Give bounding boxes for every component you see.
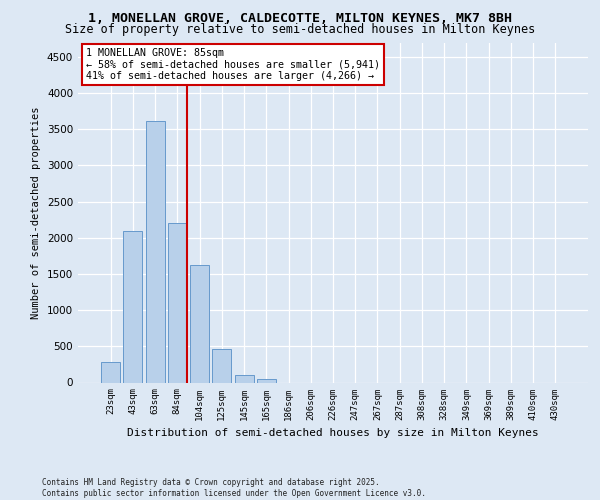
Bar: [235, 375, 254, 382]
Bar: [168, 224, 187, 382]
Bar: [212, 349, 231, 382]
Text: 1 MONELLAN GROVE: 85sqm
← 58% of semi-detached houses are smaller (5,941)
41% of: 1 MONELLAN GROVE: 85sqm ← 58% of semi-de…: [86, 48, 380, 81]
Text: Size of property relative to semi-detached houses in Milton Keynes: Size of property relative to semi-detach…: [65, 24, 535, 36]
Bar: [190, 264, 209, 382]
Bar: [101, 362, 120, 382]
Bar: [124, 230, 142, 382]
Bar: [146, 120, 164, 382]
Y-axis label: Number of semi-detached properties: Number of semi-detached properties: [31, 106, 41, 319]
Text: Contains HM Land Registry data © Crown copyright and database right 2025.
Contai: Contains HM Land Registry data © Crown c…: [42, 478, 426, 498]
Bar: [257, 378, 276, 382]
Text: 1, MONELLAN GROVE, CALDECOTTE, MILTON KEYNES, MK7 8BH: 1, MONELLAN GROVE, CALDECOTTE, MILTON KE…: [88, 12, 512, 26]
X-axis label: Distribution of semi-detached houses by size in Milton Keynes: Distribution of semi-detached houses by …: [127, 428, 539, 438]
